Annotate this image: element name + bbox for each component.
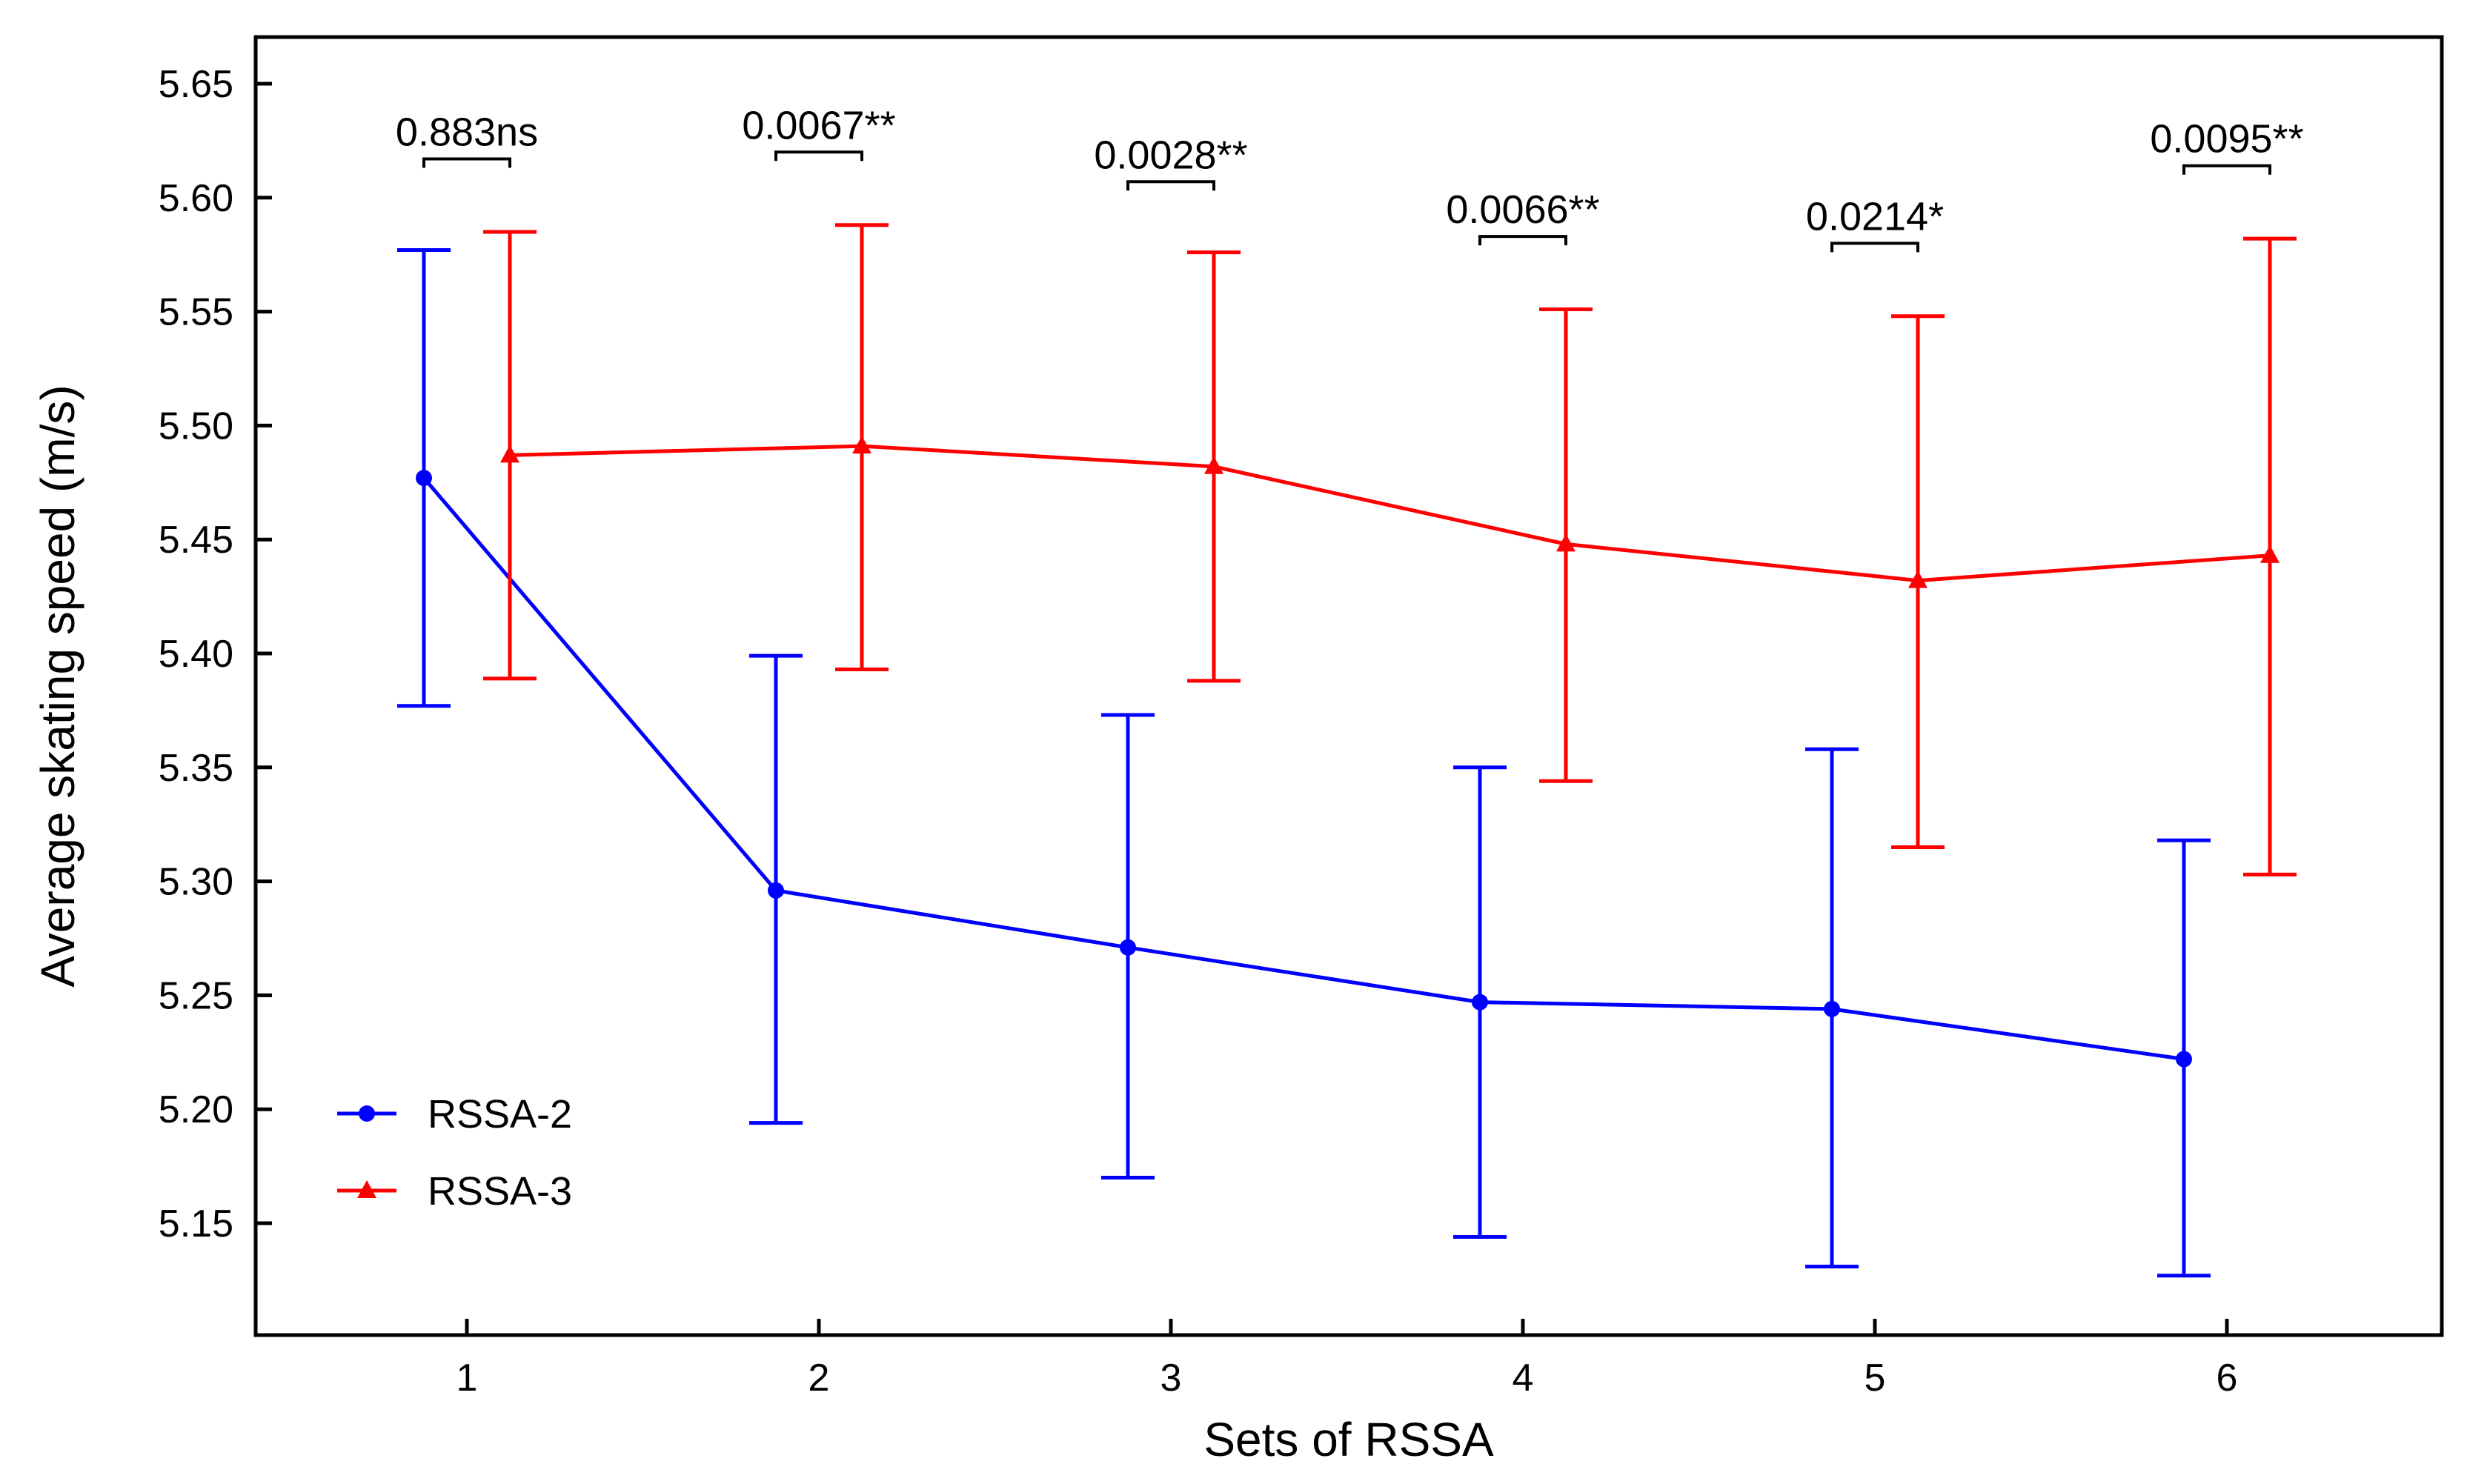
- data-point-rssa-2: [2176, 1051, 2192, 1068]
- data-point-rssa-2: [1120, 939, 1136, 956]
- significance-label: 0.0028**: [1094, 133, 1247, 177]
- significance-bracket: [1830, 242, 1919, 253]
- legend-marker-rssa-3: [357, 1180, 376, 1198]
- plot-frame: [253, 35, 2444, 1337]
- significance-bracket: [774, 150, 863, 162]
- y-tick-label: 5.50: [159, 405, 233, 447]
- y-tick-label: 5.15: [159, 1202, 233, 1245]
- legend-marker-rssa-2: [359, 1105, 375, 1122]
- y-axis-label: Average skating speed (m/s): [31, 385, 84, 987]
- x-tick-label: 5: [1865, 1357, 1886, 1400]
- significance-label: 0.0066**: [1446, 187, 1599, 232]
- significance-bracket: [1126, 180, 1215, 191]
- y-tick-label: 5.20: [159, 1088, 233, 1131]
- x-tick-label: 1: [456, 1357, 478, 1400]
- data-point-rssa-3: [852, 436, 871, 454]
- data-point-rssa-3: [1204, 456, 1223, 474]
- significance-label: 0.0214*: [1806, 194, 1944, 239]
- significance-label: 0.883ns: [396, 110, 538, 155]
- significance-bracket: [2182, 164, 2271, 175]
- plot-area: 5.15 5.20 5.25 5.30 5.35 5.40 5.45 5.50 5.55 5.60…: [159, 63, 2304, 1400]
- significance-label: 0.0095**: [2150, 117, 2303, 162]
- x-tick-label: 2: [809, 1357, 830, 1400]
- data-point-rssa-2: [416, 470, 432, 487]
- series-rssa-2: [397, 248, 2211, 1278]
- x-tick-label: 4: [1513, 1357, 1534, 1400]
- significance-label: 0.0067**: [742, 103, 895, 147]
- data-point-rssa-2: [1824, 1000, 1840, 1017]
- y-tick-label: 5.65: [159, 63, 233, 106]
- data-point-rssa-3: [1908, 570, 1928, 588]
- data-point-rssa-3: [1556, 533, 1576, 552]
- series-line-rssa-3: [509, 444, 2271, 583]
- y-tick-label: 5.35: [159, 747, 233, 790]
- data-point-rssa-3: [500, 445, 519, 463]
- data-point-rssa-3: [2260, 545, 2280, 563]
- y-tick-label: 5.25: [159, 974, 233, 1017]
- y-tick-label: 5.40: [159, 633, 233, 676]
- legend-label-rssa-3: RSSA-3: [428, 1169, 572, 1214]
- data-point-rssa-2: [1472, 994, 1488, 1011]
- y-tick-label: 5.55: [159, 291, 233, 334]
- series-line-rssa-2: [422, 476, 2185, 1062]
- x-axis-label: Sets of RSSA: [1203, 1413, 1494, 1466]
- y-tick-label: 5.45: [159, 519, 233, 562]
- y-tick-label: 5.60: [159, 177, 233, 220]
- significance-bracket: [1478, 235, 1567, 246]
- series-rssa-3: [483, 223, 2297, 876]
- significance-bracket: [422, 157, 511, 168]
- x-tick-label: 6: [2217, 1357, 2238, 1400]
- data-point-rssa-2: [768, 882, 784, 899]
- y-tick-label: 5.30: [159, 861, 233, 904]
- x-tick-label: 3: [1161, 1357, 1182, 1400]
- legend-label-rssa-2: RSSA-2: [428, 1092, 572, 1137]
